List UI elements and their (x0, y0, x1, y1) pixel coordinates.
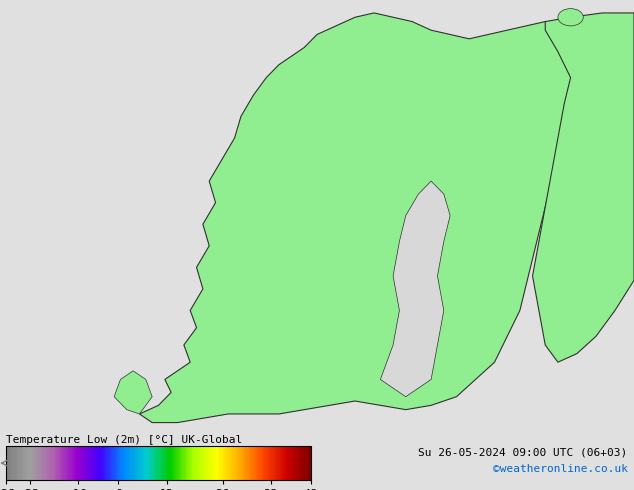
Text: Temperature Low (2m) [°C] UK-Global: Temperature Low (2m) [°C] UK-Global (6, 435, 243, 445)
Circle shape (558, 9, 583, 26)
Polygon shape (139, 13, 577, 422)
Polygon shape (380, 181, 450, 397)
Text: ©weatheronline.co.uk: ©weatheronline.co.uk (493, 464, 628, 473)
Polygon shape (114, 371, 152, 414)
Polygon shape (533, 13, 634, 362)
Text: Su 26-05-2024 09:00 UTC (06+03): Su 26-05-2024 09:00 UTC (06+03) (418, 447, 628, 457)
